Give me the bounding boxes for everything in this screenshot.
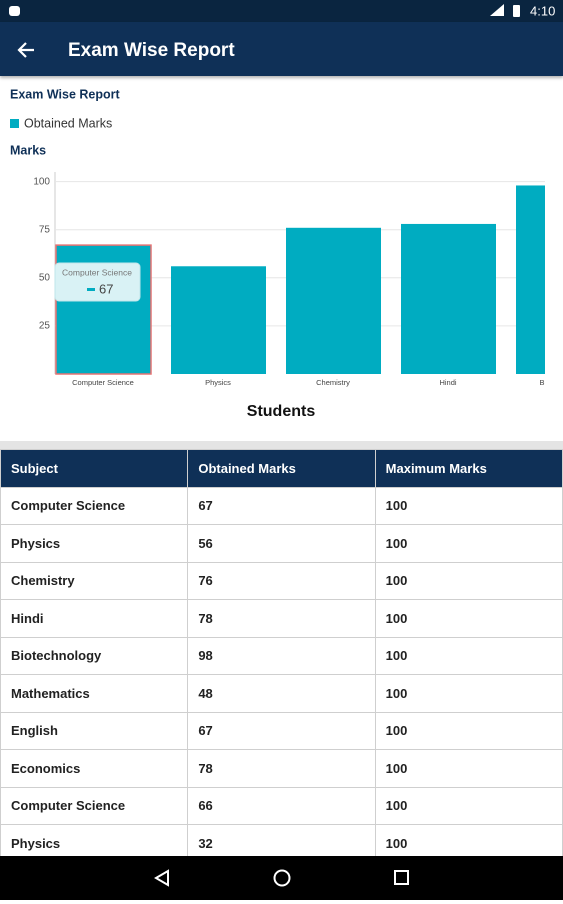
table-cell: 100 <box>374 824 563 856</box>
table-cell: Hindi <box>0 599 189 638</box>
table-row: Physics 32 100 <box>0 824 563 856</box>
table-row: Computer Science 67 100 <box>0 486 563 525</box>
table-row: Economics 78 100 <box>0 749 563 788</box>
tooltip: Computer Science 67 <box>54 262 141 302</box>
table-cell: 32 <box>187 824 376 856</box>
nav-bar <box>0 856 563 900</box>
bar[interactable] <box>401 223 496 374</box>
column-header: Maximum Marks <box>374 449 563 488</box>
legend-label[interactable]: Obtained Marks <box>24 116 112 130</box>
column-header: Subject <box>0 449 189 488</box>
table-row: Biotechnology 98 100 <box>0 636 563 675</box>
nav-recents[interactable] <box>394 870 409 885</box>
x-tick-label: Hindi <box>439 378 456 387</box>
x-axis-title: Students <box>247 403 316 420</box>
table-cell: 78 <box>187 749 376 788</box>
android-icon <box>9 6 20 16</box>
table-cell: 100 <box>374 561 563 600</box>
table-cell: Physics <box>0 824 189 856</box>
table-cell: 56 <box>187 524 376 563</box>
table-cell: 98 <box>187 636 376 675</box>
status-bar: 4:10 <box>0 0 563 22</box>
table-cell: Mathematics <box>0 674 189 713</box>
app-bar-content: Exam Wise Report <box>17 40 235 61</box>
clock: 4:10 <box>530 3 555 18</box>
table-row: Mathematics 48 100 <box>0 674 563 713</box>
table-cell: 100 <box>374 674 563 713</box>
tooltip-box <box>54 262 141 302</box>
nav-buttons <box>154 869 409 887</box>
chart-title: Exam Wise Report <box>10 87 120 101</box>
table-cell: Computer Science <box>0 786 189 825</box>
table-cell: 100 <box>374 486 563 525</box>
table-row: Computer Science 66 100 <box>0 786 563 825</box>
table-cell: Biotechnology <box>0 636 189 675</box>
signal-icon <box>490 4 504 16</box>
table-cell: 100 <box>374 786 563 825</box>
bar[interactable] <box>286 227 381 374</box>
app-title: Exam Wise Report <box>68 40 235 61</box>
marks-table: Subject Obtained Marks Maximum Marks Comput… <box>0 449 563 856</box>
app-bar: Exam Wise Report <box>0 22 563 76</box>
tooltip-category: Computer Science <box>62 267 132 277</box>
chart: Exam Wise Report Obtained Marks Marks St… <box>10 87 563 420</box>
back-button[interactable] <box>17 42 34 58</box>
x-tick-label: Chemistry <box>316 378 350 387</box>
table-cell: 100 <box>374 599 563 638</box>
table-cell: Physics <box>0 524 189 563</box>
table-row: Hindi 78 100 <box>0 599 563 638</box>
y-tick-label: 25 <box>39 321 51 332</box>
table-cell: 67 <box>187 711 376 750</box>
y-tick-label: 50 <box>39 272 51 283</box>
bar[interactable] <box>171 266 266 374</box>
tooltip-swatch <box>87 288 95 291</box>
table-cell: 76 <box>187 561 376 600</box>
y-axis-title: Marks <box>10 143 46 157</box>
bar[interactable] <box>516 185 563 374</box>
table-cell: Economics <box>0 749 189 788</box>
table-row: Chemistry 76 100 <box>0 561 563 600</box>
legend-swatch <box>10 119 19 128</box>
table-row: English 67 100 <box>0 711 563 750</box>
y-tick-label: 100 <box>33 176 50 187</box>
table-cell: 67 <box>187 486 376 525</box>
table-cell: English <box>0 711 189 750</box>
table-row: Physics 56 100 <box>0 524 563 563</box>
divider <box>0 441 563 449</box>
header-row: Subject Obtained Marks Maximum Marks <box>0 449 563 488</box>
x-tick-label: Biotechnology <box>539 378 563 387</box>
y-tick-label: 75 <box>39 224 51 235</box>
status-icons: 4:10 <box>9 3 555 18</box>
table-cell: 78 <box>187 599 376 638</box>
table-cell: Chemistry <box>0 561 189 600</box>
table-container: Subject Obtained Marks Maximum Marks Comput… <box>0 449 563 856</box>
nav-home[interactable] <box>273 869 291 887</box>
table-cell: 66 <box>187 786 376 825</box>
nav-back[interactable] <box>154 869 169 887</box>
x-tick-label: Computer Science <box>72 378 134 387</box>
table-cell: 48 <box>187 674 376 713</box>
table-cell: 100 <box>374 636 563 675</box>
tooltip-value: 67 <box>99 281 113 296</box>
column-header: Obtained Marks <box>187 449 376 488</box>
table-cell: 100 <box>374 711 563 750</box>
x-tick-label: Physics <box>205 378 231 387</box>
table-cell: 100 <box>374 749 563 788</box>
table-cell: Computer Science <box>0 486 189 525</box>
table-cell: 100 <box>374 524 563 563</box>
battery-icon <box>513 5 520 17</box>
